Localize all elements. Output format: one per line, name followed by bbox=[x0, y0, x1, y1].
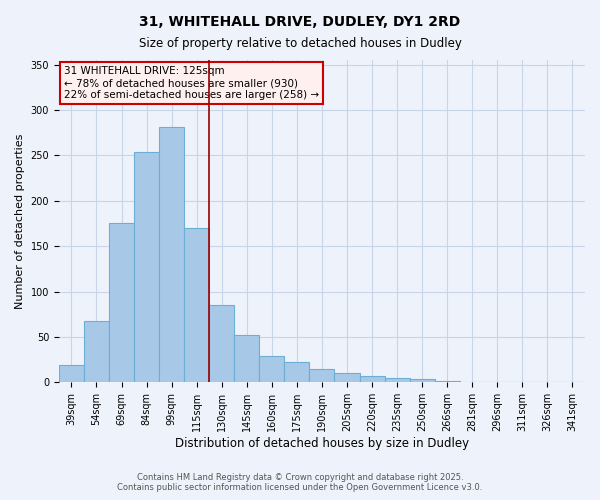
Text: 31 WHITEHALL DRIVE: 125sqm
← 78% of detached houses are smaller (930)
22% of sem: 31 WHITEHALL DRIVE: 125sqm ← 78% of deta… bbox=[64, 66, 319, 100]
X-axis label: Distribution of detached houses by size in Dudley: Distribution of detached houses by size … bbox=[175, 437, 469, 450]
Bar bbox=[59, 365, 84, 382]
Bar bbox=[184, 228, 209, 382]
Bar bbox=[284, 362, 310, 382]
Bar bbox=[259, 356, 284, 382]
Text: Contains HM Land Registry data © Crown copyright and database right 2025.: Contains HM Land Registry data © Crown c… bbox=[137, 474, 463, 482]
Bar bbox=[134, 152, 159, 382]
Bar bbox=[310, 368, 334, 382]
Bar bbox=[84, 320, 109, 382]
Bar bbox=[209, 305, 234, 382]
Bar bbox=[159, 127, 184, 382]
Bar bbox=[234, 335, 259, 382]
Bar bbox=[385, 378, 410, 382]
Bar bbox=[359, 376, 385, 382]
Text: Size of property relative to detached houses in Dudley: Size of property relative to detached ho… bbox=[139, 38, 461, 51]
Bar bbox=[109, 222, 134, 382]
Text: Contains public sector information licensed under the Open Government Licence v3: Contains public sector information licen… bbox=[118, 484, 482, 492]
Bar bbox=[334, 374, 359, 382]
Y-axis label: Number of detached properties: Number of detached properties bbox=[15, 134, 25, 309]
Bar bbox=[410, 378, 434, 382]
Text: 31, WHITEHALL DRIVE, DUDLEY, DY1 2RD: 31, WHITEHALL DRIVE, DUDLEY, DY1 2RD bbox=[139, 15, 461, 29]
